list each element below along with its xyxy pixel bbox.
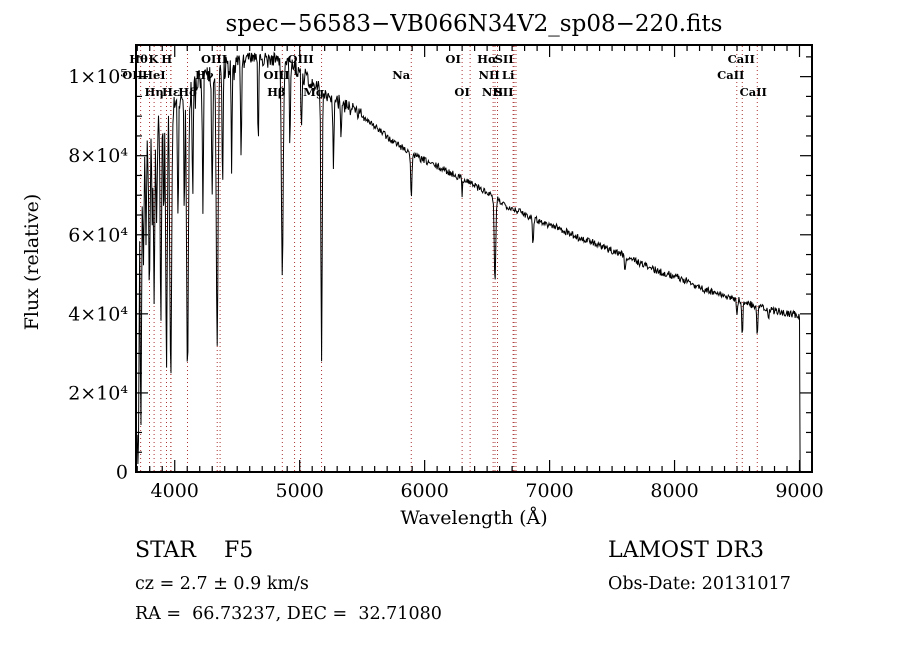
spectral-line-markers [140,46,758,471]
spectral-line-label: HeI [142,68,166,82]
y-tick-label: 6×10⁴ [68,224,128,246]
y-axis-label: Flux (relative) [21,194,43,331]
plot-title: spec−56583−VB066N34V2_sp08−220.fits [226,11,723,37]
y-tick-label: 4×10⁴ [68,303,128,325]
spectral-line-label: OII [122,68,143,82]
x-tick-label: 7000 [525,480,573,502]
obsdate-text: Obs-Date: 20131017 [608,574,791,594]
object-class-text: STAR F5 [135,538,253,563]
radec-text: RA = 66.73237, DEC = 32.71080 [135,604,442,624]
cz-text: cz = 2.7 ± 0.9 km/s [135,574,309,594]
tick-labels: 4000 5000 6000 7000 8000 9000 0 2×10⁴ 4×10⁴ 6×10⁴… [68,66,823,502]
x-tick-label: 4000 [151,480,199,502]
spectral-line-label: OI [454,85,469,99]
spectral-line-label: Hβ [267,85,286,99]
y-tick-label: 1×10⁵ [68,66,128,88]
plot-frame [135,44,813,473]
spectral-line-label: Hα [477,52,497,66]
x-axis-label: Wavelength (Å) [400,507,547,529]
survey-text: LAMOST DR3 [608,538,764,563]
spectral-line-label: SII [495,52,514,66]
spectral-line-label: CaII [740,85,767,99]
y-tick-label: 8×10⁴ [68,145,128,167]
y-tick-label: 0 [116,462,128,484]
spectral-line-label: SII [494,85,513,99]
x-tick-label: 9000 [775,480,823,502]
axis-frame-and-ticks [135,44,813,473]
spectral-line-label: Li [502,68,515,82]
spectral-line-label: OIII [263,68,289,82]
spectral-line-label: CaII [717,68,744,82]
spectral-line-label: CaII [728,52,755,66]
spectral-line-label: Hθ [129,52,148,66]
spectral-line-label: Hδ [178,85,197,99]
x-tick-label: 5000 [276,480,324,502]
spectrum-path [136,51,801,472]
spectral-line-label: NII [478,68,499,82]
spectral-line-label: Hε [162,85,180,99]
spectral-line-label: NII [482,85,503,99]
x-tick-label: 6000 [400,480,448,502]
spectral-line-label: OIII [201,52,227,66]
x-tick-label: 8000 [650,480,698,502]
spectral-line-label: OI [445,52,460,66]
spectral-line-label: Mg [303,85,324,99]
spectrum-trace [136,51,801,472]
spectral-line-label: H [161,52,172,66]
y-tick-label: 2×10⁴ [68,382,128,404]
spectral-line-label: Hη [145,85,164,99]
spectral-line-label: K [148,52,159,66]
spectral-line-label: Na [392,68,411,82]
